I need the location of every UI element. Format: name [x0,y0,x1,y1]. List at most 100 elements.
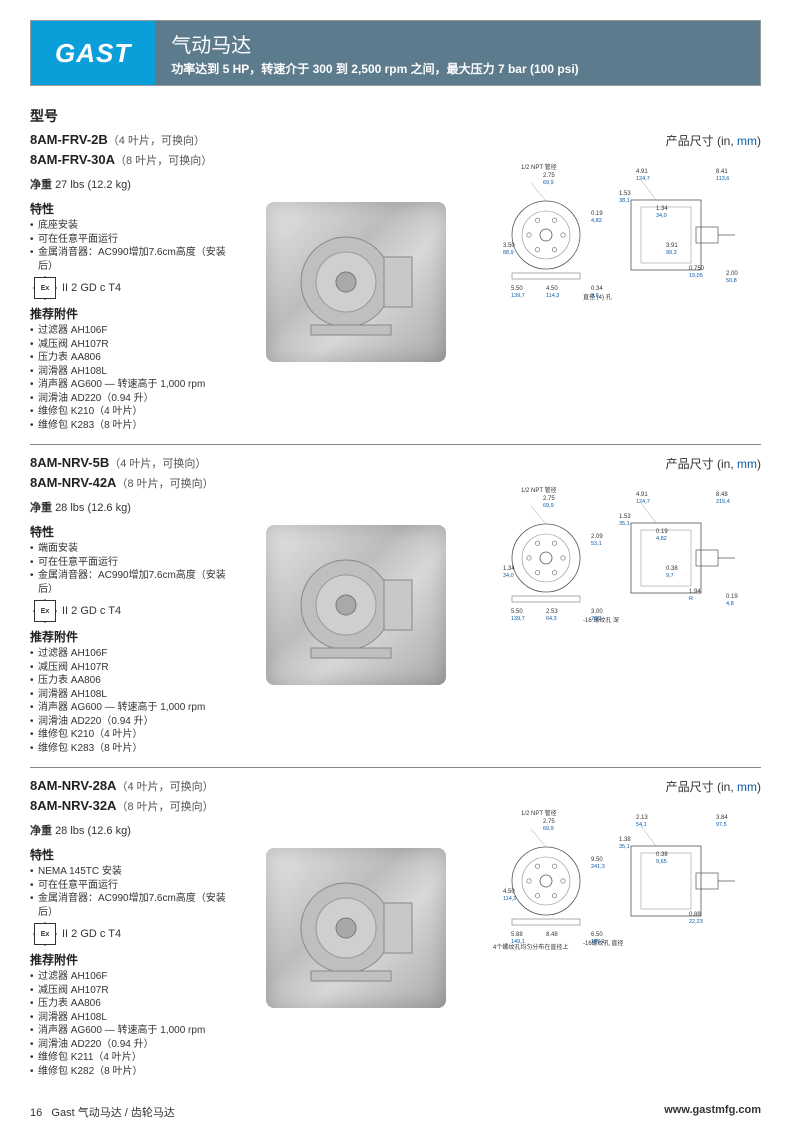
accessory-item: 维修包 K283（8 叶片） [30,419,230,433]
weight-label: 净重 [30,502,52,514]
feature-item: NEMA 145TC 安装 [30,865,230,879]
svg-text:8.48: 8.48 [546,932,558,938]
dimension-title: 产品尺寸 (in, mm) [481,132,761,149]
svg-text:4,82: 4,82 [656,536,667,542]
footer-title: Gast 气动马达 / 齿轮马达 [51,1107,174,1119]
svg-text:69,9: 69,9 [543,826,554,832]
product-photo-column [240,778,471,1078]
accessory-item: 润滑器 AH108L [30,365,230,379]
model-code: 8AM-NRV-5B [30,455,109,470]
weight-value: 28 lbs (12.6 kg) [55,825,131,837]
atex-text: II 2 GD c T4 [62,928,121,940]
atex-rating-row: ExII 2 GD c T4 [34,600,230,622]
feature-item: 金属消音器：AC990增加7.6cm高度（安装后） [30,246,230,273]
product-photo-column [240,455,471,755]
model-code: 8AM-FRV-30A [30,152,115,167]
svg-text:0.88: 0.88 [689,912,701,918]
dimension-title-mm: mm [737,780,757,794]
svg-text:114,3: 114,3 [546,293,559,299]
svg-text:1/2 NPT 管径: 1/2 NPT 管径 [521,809,557,817]
dimension-title: 产品尺寸 (in, mm) [481,455,761,472]
svg-text:69,9: 69,9 [543,503,554,509]
svg-text:149,1: 149,1 [511,939,525,945]
model-note: （4 叶片，可换向） [108,135,205,147]
weight-line: 净重 28 lbs (12.6 kg) [30,499,230,515]
svg-text:1.34: 1.34 [656,206,668,212]
svg-text:5.50: 5.50 [511,286,523,292]
model-code-line: 8AM-NRV-28A（4 叶片，可换向） [30,778,230,794]
accessories-list: 过滤器 AH106F减压阀 AH107R压力表 AA806润滑器 AH108L消… [30,647,230,755]
svg-text:2.53: 2.53 [546,609,558,615]
product-photo-column [240,132,471,432]
accessory-item: 维修包 K210（4 叶片） [30,728,230,742]
dimension-drawing: 1/2 NPT 管径 -16螺纹孔 直径 4个螺纹孔均匀分布在直径上 2.756… [481,801,761,951]
svg-text:5.50: 5.50 [511,609,523,615]
svg-text:124,7: 124,7 [636,499,650,505]
svg-text:4.50: 4.50 [546,286,558,292]
svg-text:2.13: 2.13 [636,815,648,821]
catalog-page: GAST 气动马达 功率达到 5 HP，转速介于 300 到 2,500 rpm… [0,0,791,1135]
atex-text: II 2 GD c T4 [62,605,121,617]
accessory-item: 减压阀 AH107R [30,984,230,998]
svg-text:2.09: 2.09 [591,534,603,540]
features-heading: 特性 [30,523,230,540]
product-photo [266,525,446,685]
weight-label: 净重 [30,179,52,191]
svg-text:0.38: 0.38 [656,852,668,858]
svg-text:9,65: 9,65 [656,859,667,865]
svg-text:2.00: 2.00 [726,271,738,277]
drawing-column: 产品尺寸 (in, mm) 1/2 NPT 管径 -16 螺纹孔 深 2.756… [481,455,761,755]
accessory-item: 消声器 AG600 — 转速高于 1,000 rpm [30,1024,230,1038]
svg-text:3.84: 3.84 [716,815,728,821]
svg-text:6.50: 6.50 [591,932,603,938]
product-section: 8AM-NRV-28A（4 叶片，可换向）8AM-NRV-32A（8 叶片，可换… [30,778,761,1090]
accessories-heading: 推荐附件 [30,951,230,968]
model-note: （8 叶片，可换向） [115,155,212,167]
svg-text:22,23: 22,23 [689,919,703,925]
svg-text:50,8: 50,8 [726,278,737,284]
atex-text: II 2 GD c T4 [62,282,121,294]
svg-text:2.75: 2.75 [543,819,555,825]
svg-text:2.75: 2.75 [543,496,555,502]
svg-text:2.75: 2.75 [543,173,555,179]
model-code: 8AM-FRV-2B [30,132,108,147]
spec-column: 8AM-NRV-5B（4 叶片，可换向）8AM-NRV-42A（8 叶片，可换向… [30,455,230,755]
svg-text:4,8: 4,8 [726,601,734,607]
svg-text:0.750: 0.750 [689,266,705,272]
dimension-title: 产品尺寸 (in, mm) [481,778,761,795]
model-code: 8AM-NRV-32A [30,798,116,813]
svg-text:0.19: 0.19 [726,594,738,600]
weight-line: 净重 28 lbs (12.6 kg) [30,822,230,838]
dimension-title-mm: mm [737,457,757,471]
svg-text:1/2 NPT 管径: 1/2 NPT 管径 [521,163,557,171]
drawing-column: 产品尺寸 (in, mm) 1/2 NPT 管径 直径 (4) 孔 2.7569… [481,132,761,432]
features-list: NEMA 145TC 安装可在任意平面运行金属消音器：AC990增加7.6cm高… [30,865,230,919]
svg-text:114,3: 114,3 [503,896,516,902]
footer-url: www.gastmfg.com [664,1104,761,1120]
svg-text:88,9: 88,9 [503,250,514,256]
accessory-item: 维修包 K282（8 叶片） [30,1065,230,1079]
svg-text:R: R [689,596,693,602]
spec-column: 8AM-NRV-28A（4 叶片，可换向）8AM-NRV-32A（8 叶片，可换… [30,778,230,1078]
features-heading: 特性 [30,846,230,863]
feature-item: 底座安装 [30,219,230,233]
svg-text:97,5: 97,5 [716,822,727,828]
svg-text:0.19: 0.19 [656,529,668,535]
model-note: （8 叶片，可换向） [116,478,213,490]
dimension-drawing: 1/2 NPT 管径 -16 螺纹孔 深 2.7569,94.91124,78.… [481,478,761,628]
svg-text:113,6: 113,6 [716,176,729,182]
svg-text:1.38: 1.38 [619,837,631,843]
weight-value: 28 lbs (12.6 kg) [55,502,131,514]
svg-text:4.91: 4.91 [636,492,648,498]
accessory-item: 过滤器 AH106F [30,970,230,984]
svg-text:3.50: 3.50 [503,243,515,249]
weight-label: 净重 [30,825,52,837]
atex-icon: Ex [34,923,56,945]
product-section: 8AM-FRV-2B（4 叶片，可换向） 8AM-FRV-30A（8 叶片，可换向… [30,132,761,445]
svg-text:0.34: 0.34 [591,286,603,292]
brand-logo: GAST [31,21,155,85]
footer-left: 16 Gast 气动马达 / 齿轮马达 [30,1104,175,1120]
feature-item: 可在任意平面运行 [30,879,230,893]
svg-text:35,1: 35,1 [619,521,630,527]
dimension-title-mm: mm [737,134,757,148]
